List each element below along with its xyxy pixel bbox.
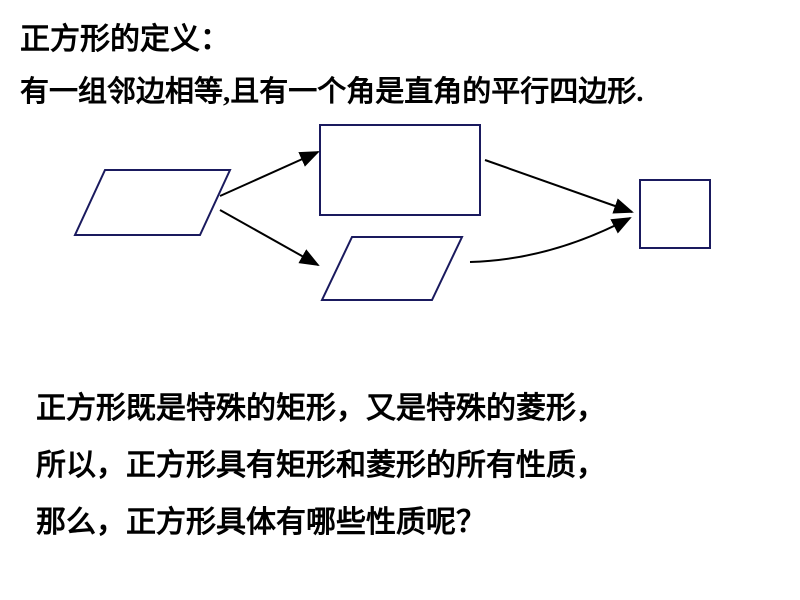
explanation-line-1: 正方形既是特殊的矩形，又是特殊的菱形， bbox=[36, 380, 606, 437]
arrow-3 bbox=[470, 218, 630, 262]
parallelogram-shape bbox=[75, 170, 230, 235]
explanation-line-2: 所以，正方形具有矩形和菱形的所有性质， bbox=[36, 437, 606, 494]
arrows-group bbox=[220, 152, 632, 265]
square-shape bbox=[640, 180, 710, 248]
explanation-text: 正方形既是特殊的矩形，又是特殊的菱形， 所以，正方形具有矩形和菱形的所有性质， … bbox=[36, 380, 606, 551]
rhombus-shape bbox=[322, 237, 462, 300]
shapes-group bbox=[75, 125, 710, 300]
rectangle-shape bbox=[320, 125, 480, 215]
arrow-1 bbox=[220, 210, 318, 265]
arrow-2 bbox=[485, 160, 632, 212]
explanation-line-3: 那么，正方形具体有哪些性质呢？ bbox=[36, 494, 606, 551]
arrow-0 bbox=[220, 152, 318, 196]
